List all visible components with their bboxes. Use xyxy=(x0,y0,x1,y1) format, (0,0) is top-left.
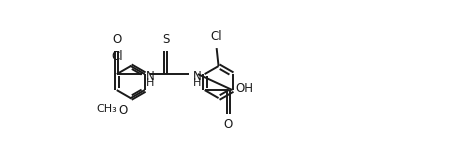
Text: O: O xyxy=(112,33,121,46)
Text: N: N xyxy=(193,70,202,82)
Text: H: H xyxy=(146,78,154,88)
Text: H: H xyxy=(193,78,202,88)
Text: S: S xyxy=(162,33,169,46)
Text: O: O xyxy=(118,104,127,117)
Text: OH: OH xyxy=(236,82,253,95)
Text: Cl: Cl xyxy=(211,30,222,43)
Text: Cl: Cl xyxy=(112,50,123,63)
Text: O: O xyxy=(224,118,233,131)
Text: CH₃: CH₃ xyxy=(97,104,118,114)
Text: N: N xyxy=(146,70,154,82)
